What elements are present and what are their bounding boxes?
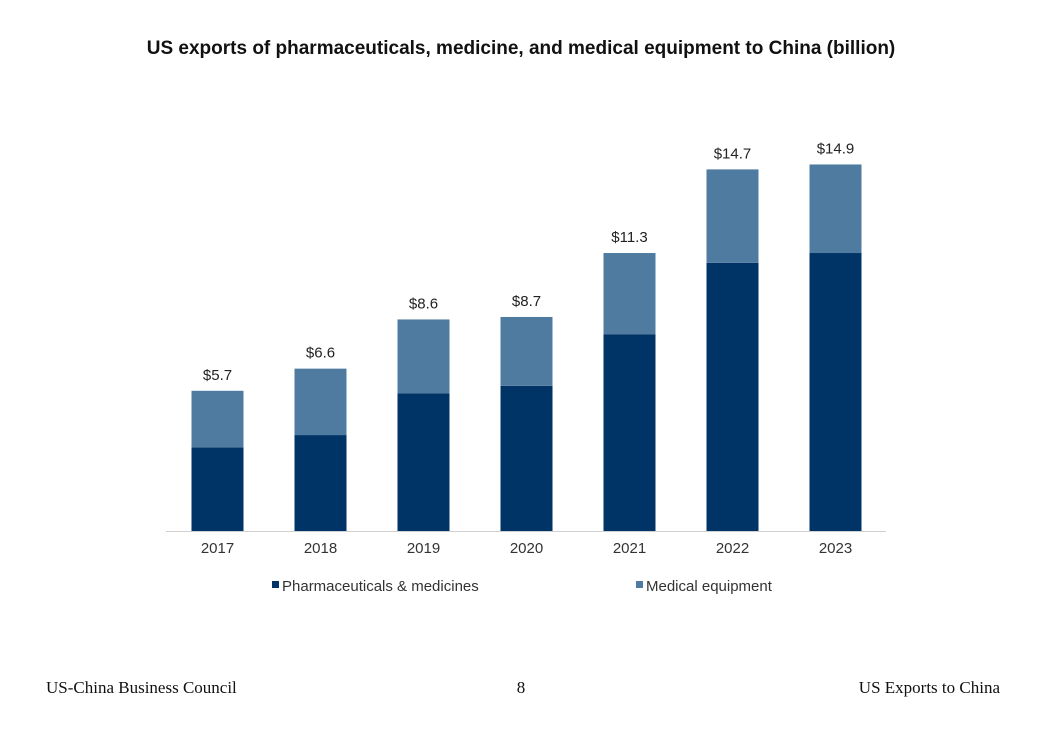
bar-pharmaceuticals-2023	[809, 253, 862, 531]
bar-medical-equipment-2017	[191, 390, 244, 448]
bar-pharmaceuticals-2020	[500, 385, 553, 531]
total-label-2022: $14.7	[714, 145, 752, 162]
bar-pharmaceuticals-2022	[706, 262, 759, 531]
footer-document-title: US Exports to China	[858, 678, 1000, 697]
total-label-2021: $11.3	[611, 229, 647, 246]
x-tick-label-2021: 2021	[613, 540, 646, 557]
x-tick-label-2017: 2017	[201, 540, 234, 557]
x-tick-label-2018: 2018	[304, 540, 337, 557]
bar-medical-equipment-2021	[603, 253, 656, 335]
total-label-2020: $8.7	[512, 293, 541, 310]
legend-swatch-medical-equipment	[636, 581, 643, 588]
total-label-2023: $14.9	[817, 140, 855, 157]
x-tick-label-2020: 2020	[510, 540, 543, 557]
x-tick-label-2023: 2023	[819, 540, 852, 557]
bar-pharmaceuticals-2017	[191, 447, 244, 531]
bar-pharmaceuticals-2021	[603, 334, 656, 531]
bar-medical-equipment-2018	[294, 368, 347, 436]
page-number: 8	[516, 678, 526, 697]
legend-label-medical-equipment: Medical equipment	[646, 578, 773, 595]
bar-medical-equipment-2020	[500, 316, 553, 386]
x-tick-label-2022: 2022	[716, 540, 749, 557]
x-tick-label-2019: 2019	[407, 540, 440, 557]
bar-medical-equipment-2023	[809, 164, 862, 254]
bar-pharmaceuticals-2019	[397, 393, 450, 531]
total-label-2019: $8.6	[409, 295, 438, 312]
chart-title: US exports of pharmaceuticals, medicine,…	[146, 38, 896, 59]
legend-swatch-pharmaceuticals	[272, 581, 279, 588]
total-label-2018: $6.6	[306, 345, 335, 362]
legend-label-pharmaceuticals: Pharmaceuticals & medicines	[282, 578, 479, 595]
footer-organization: US-China Business Council	[46, 678, 237, 697]
total-label-2017: $5.7	[203, 367, 232, 384]
bar-pharmaceuticals-2018	[294, 435, 347, 531]
bar-medical-equipment-2022	[706, 169, 759, 263]
bar-medical-equipment-2019	[397, 319, 450, 394]
